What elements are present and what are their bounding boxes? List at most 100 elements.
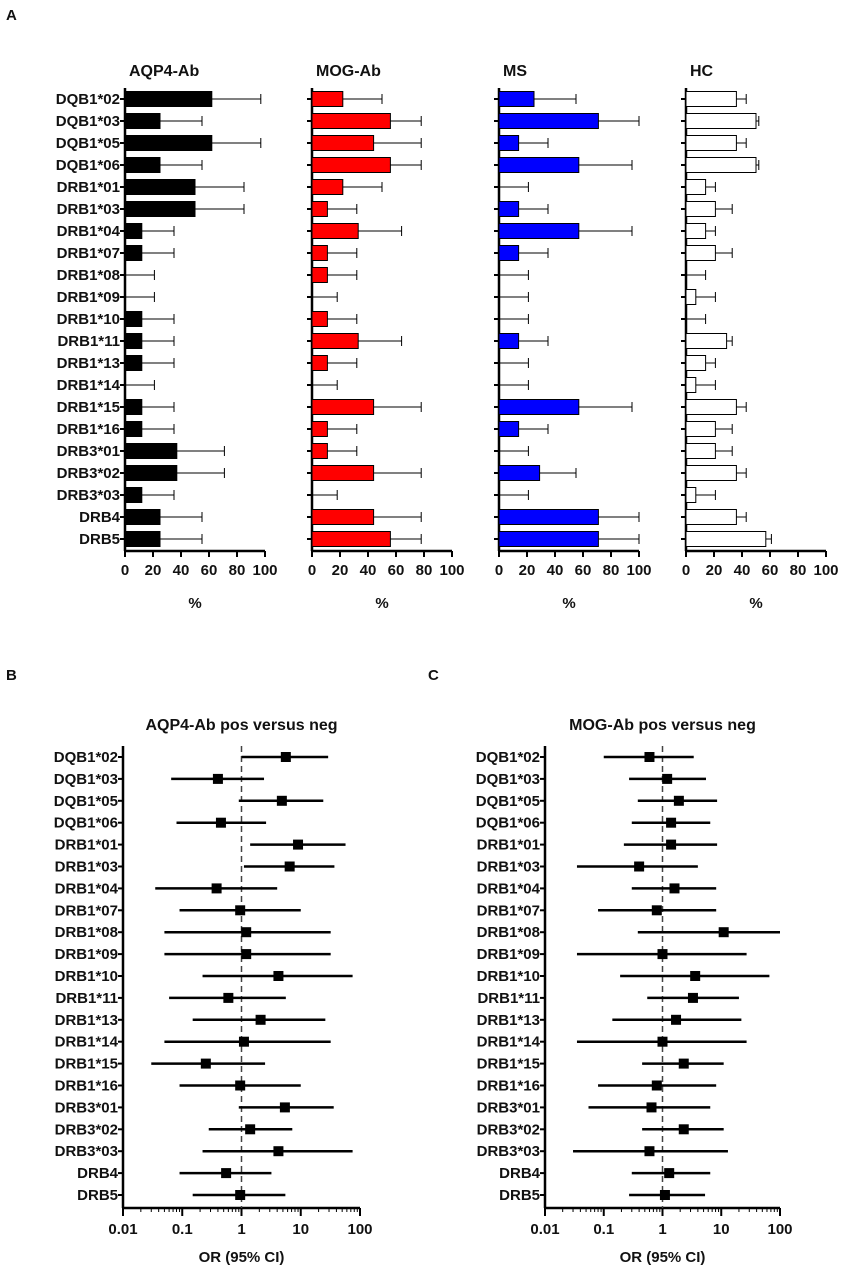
forest-plot-1-category-label: DRB1*08 <box>55 924 118 941</box>
forest-plot-1-category-label: DRB1*09 <box>55 946 118 963</box>
bar-chart-1-bar <box>124 113 161 129</box>
forest-plot-1-category-label: DRB1*14 <box>55 1034 119 1051</box>
forest-plot-2-category-label: DRB1*04 <box>477 880 541 897</box>
forest-plot-2-category-label: DRB1*14 <box>477 1034 541 1051</box>
bar-chart-4-bar <box>685 509 737 525</box>
forest-plot-2-point <box>666 817 677 828</box>
bar-chart-2-x-label: % <box>375 595 388 612</box>
forest-plot-1-category-label: DRB3*01 <box>55 1099 118 1116</box>
panel-label-a: A <box>6 7 17 24</box>
bar-chart-2-x-tick-label: 100 <box>439 562 464 579</box>
category-label: DRB3*03 <box>57 487 120 504</box>
forest-plot-2-point <box>659 1190 670 1200</box>
forest-plot-2-category-label: DRB5 <box>499 1187 540 1204</box>
bar-chart-1-bar <box>124 245 143 261</box>
bar-chart-1-bar <box>124 311 143 327</box>
category-label: DRB1*08 <box>57 267 120 284</box>
forest-plot-1-x-label: OR (95% CI) <box>199 1249 285 1266</box>
forest-plot-1-point <box>238 1036 249 1047</box>
forest-plot-2-category-label: DQB1*03 <box>476 771 540 788</box>
category-label: DRB5 <box>79 531 120 548</box>
forest-plot-2-category-label: DRB1*08 <box>477 924 540 941</box>
bar-chart-4-bar <box>685 333 728 349</box>
forest-plot-2-point <box>646 1102 657 1113</box>
category-label: DQB1*05 <box>56 135 120 152</box>
bar-chart-2-bar <box>311 355 328 371</box>
forest-plot-1-point <box>241 927 252 938</box>
bar-chart-3-bar <box>498 509 599 525</box>
forest-plot-1-category-label: DRB1*04 <box>55 880 119 897</box>
category-label: DQB1*02 <box>56 91 120 108</box>
forest-plot-1-x-tick-label: 1 <box>237 1221 245 1238</box>
bar-chart-1-title: AQP4-Ab <box>129 63 199 80</box>
bar-chart-2-bar <box>311 399 375 415</box>
bar-chart-3-bar <box>498 91 535 107</box>
forest-plot-2-category-label: DRB3*01 <box>477 1099 540 1116</box>
forest-plot-2-x-tick-label: 10 <box>713 1221 730 1238</box>
forest-plot-2-category-label: DRB1*10 <box>477 968 540 985</box>
category-label: DRB1*14 <box>57 377 121 394</box>
forest-plot-2-category-label: DRB1*15 <box>477 1056 540 1073</box>
bar-chart-2-bar <box>311 311 328 327</box>
bar-chart-4-bar <box>685 135 737 151</box>
forest-plot-2-category-label: DRB1*11 <box>477 990 540 1007</box>
forest-plot-2-category-label: DQB1*02 <box>476 749 540 766</box>
bar-chart-3-x-tick-label: 100 <box>626 562 651 579</box>
forest-plot-1-category-label: DRB1*15 <box>55 1056 118 1073</box>
forest-plot-1-category-label: DRB1*13 <box>55 1012 118 1029</box>
category-label: DQB1*03 <box>56 113 120 130</box>
bar-chart-4-bar <box>685 91 737 107</box>
forest-plot-1-point <box>235 905 246 916</box>
bar-chart-1-bar <box>124 487 143 503</box>
bar-chart-3-x-tick-label: 60 <box>575 562 592 579</box>
bar-chart-2-x-tick-label: 0 <box>308 562 316 579</box>
bar-chart-1-bar <box>124 465 178 481</box>
bar-chart-4-bar <box>685 113 757 129</box>
bar-chart-2-bar <box>311 267 328 283</box>
bar-chart-4-bar <box>685 531 767 547</box>
forest-plot-1-category-label: DQB1*02 <box>54 749 118 766</box>
bar-chart-2-bar <box>311 157 391 173</box>
bar-chart-2-bar <box>311 201 328 217</box>
bar-chart-3-bar <box>498 465 541 481</box>
category-label: DRB1*07 <box>57 245 120 262</box>
bar-chart-3-title: MS <box>503 63 527 80</box>
forest-plot-1-category-label: DRB1*07 <box>55 902 118 919</box>
forest-plot-1-point <box>293 839 304 850</box>
bar-chart-2-x-tick-label: 80 <box>416 562 433 579</box>
forest-plot-1-category-label: DRB3*02 <box>55 1121 118 1138</box>
category-label: DRB1*10 <box>57 311 120 328</box>
bar-chart-4-bar <box>685 399 737 415</box>
bar-chart-4-x-tick-label: 0 <box>682 562 690 579</box>
forest-plot-2-point <box>669 883 680 894</box>
bar-chart-1-x-tick-label: 80 <box>229 562 246 579</box>
forest-plot-2-category-label: DQB1*06 <box>476 815 540 832</box>
category-label: DRB1*03 <box>57 201 120 218</box>
category-label: DRB1*13 <box>57 355 120 372</box>
forest-plot-1-point <box>245 1124 256 1135</box>
bar-chart-2-bar <box>311 333 359 349</box>
category-label: DRB1*04 <box>57 223 121 240</box>
bar-chart-4-bar <box>685 487 697 503</box>
bar-chart-1-bar <box>124 201 196 217</box>
forest-plot-2-category-label: DQB1*05 <box>476 793 540 810</box>
forest-plot-1-point <box>235 1190 246 1200</box>
forest-plot-2-x-tick-label: 0.1 <box>593 1221 614 1238</box>
bar-chart-4-bar <box>685 245 716 261</box>
forest-plot-2-point <box>673 795 684 806</box>
bar-chart-3-bar <box>498 245 520 261</box>
bar-chart-2-bar <box>311 245 328 261</box>
bar-chart-3-bar <box>498 113 599 129</box>
forest-plot-1-point <box>212 773 223 784</box>
bar-chart-1-bar <box>124 421 143 437</box>
bar-chart-3-x-tick-label: 40 <box>547 562 564 579</box>
forest-plot-1-x-tick-label: 0.1 <box>172 1221 193 1238</box>
forest-plot-2-point <box>664 1168 675 1179</box>
bar-chart-4-x-tick-label: 20 <box>706 562 723 579</box>
forest-plot-1-point <box>273 1146 284 1157</box>
bar-chart-3-bar <box>498 421 520 437</box>
forest-plot-2-category-label: DRB1*03 <box>477 859 540 876</box>
forest-plot-1-point <box>235 1080 246 1091</box>
forest-plot-1-category-label: DQB1*06 <box>54 815 118 832</box>
